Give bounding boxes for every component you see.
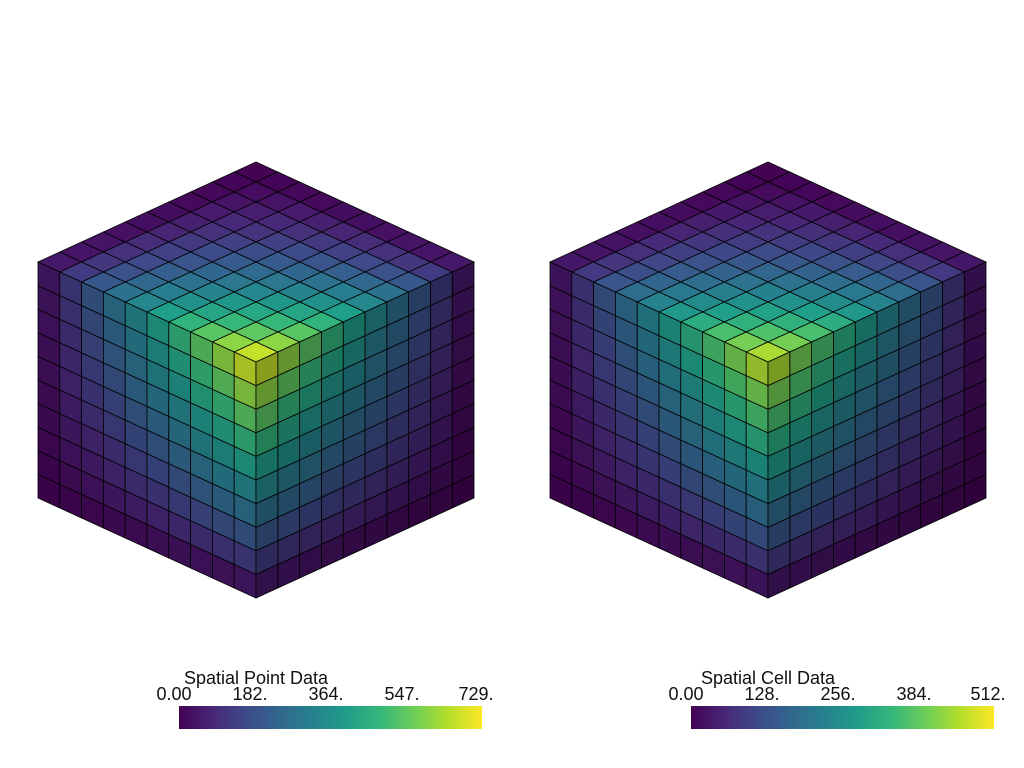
render-view-cell-data[interactable]: Spatial Cell Data 0.00 128. 256. 384. 51…: [512, 0, 1024, 768]
render-view-point-data[interactable]: Spatial Point Data 0.00 182. 364. 547. 7…: [0, 0, 512, 768]
mesh-cell-face: [255, 351, 279, 387]
mesh-cell-face: [767, 351, 791, 387]
cube-mesh-cell-data[interactable]: [512, 0, 1024, 768]
cube-mesh-point-data[interactable]: [0, 0, 512, 768]
